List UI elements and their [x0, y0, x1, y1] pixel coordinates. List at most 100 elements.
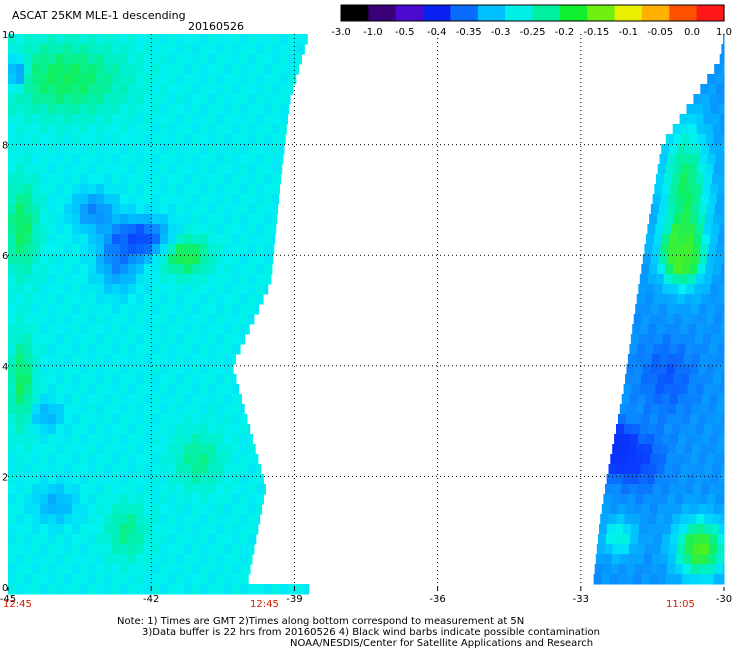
- heat-cell: [703, 114, 713, 125]
- heat-cell: [112, 484, 121, 495]
- heat-cell: [184, 344, 193, 355]
- heat-cell: [176, 434, 185, 445]
- heat-cell: [688, 464, 697, 475]
- heat-cell: [64, 574, 73, 585]
- heat-cell: [692, 244, 701, 255]
- heat-cell: [48, 284, 57, 295]
- heat-cell: [653, 234, 663, 245]
- heat-cell: [616, 514, 625, 525]
- heat-cell: [160, 314, 169, 325]
- heat-cell: [16, 534, 25, 545]
- heat-cell: [112, 224, 121, 235]
- heat-cell: [216, 564, 225, 575]
- heat-cell: [176, 124, 185, 135]
- heat-cell: [272, 204, 279, 215]
- heat-cell: [280, 84, 289, 95]
- heat-cell: [208, 124, 217, 135]
- heat-cell: [168, 364, 177, 375]
- heat-cell: [667, 304, 676, 315]
- heat-cell: [602, 564, 612, 575]
- heat-cell: [48, 494, 57, 505]
- heat-cell: [120, 64, 129, 75]
- heat-cell: [144, 284, 153, 295]
- heat-cell: [24, 54, 33, 65]
- y-tick-label: 6: [2, 251, 8, 262]
- heat-cell: [72, 344, 81, 355]
- heat-cell: [216, 114, 225, 125]
- heat-cell: [88, 294, 97, 305]
- heat-cell: [184, 324, 193, 335]
- heat-cell: [248, 134, 257, 145]
- heat-cell: [184, 124, 193, 135]
- heat-cell: [200, 374, 209, 385]
- heat-cell: [184, 374, 193, 385]
- heat-cell: [8, 184, 17, 195]
- heat-cell: [160, 504, 169, 515]
- heat-cell: [690, 564, 700, 575]
- heat-cell: [208, 174, 217, 185]
- heat-cell: [72, 554, 81, 565]
- heat-cell: [120, 254, 129, 265]
- heat-cell: [56, 414, 65, 425]
- heat-cell: [633, 574, 643, 585]
- heat-cell: [176, 34, 185, 45]
- heat-cell: [697, 374, 706, 385]
- heat-cell: [192, 34, 201, 45]
- heat-cell: [40, 484, 49, 495]
- heat-cell: [667, 404, 677, 415]
- heat-cell: [264, 224, 273, 235]
- heat-cell: [717, 394, 725, 405]
- heat-cell: [208, 284, 217, 295]
- heat-cell: [32, 454, 41, 465]
- heat-cell: [160, 114, 169, 125]
- heat-cell: [72, 444, 81, 455]
- heat-cell: [24, 284, 33, 295]
- heat-cell: [200, 244, 209, 255]
- heat-cell: [699, 304, 708, 315]
- heat-cell: [700, 244, 709, 255]
- heat-cell: [296, 64, 300, 75]
- heat-cell: [224, 294, 233, 305]
- heat-cell: [40, 304, 49, 315]
- heat-cell: [702, 284, 711, 295]
- heat-cell: [723, 354, 725, 365]
- heat-cell: [216, 264, 225, 275]
- heat-cell: [72, 484, 81, 495]
- heat-cell: [216, 204, 225, 215]
- heat-cell: [16, 414, 25, 425]
- heat-cell: [192, 164, 201, 175]
- heat-cell: [712, 514, 721, 525]
- heat-cell: [685, 234, 695, 245]
- heat-cell: [681, 164, 691, 175]
- heat-cell: [695, 114, 705, 125]
- heat-cell: [184, 544, 193, 555]
- heat-cell: [192, 354, 201, 365]
- heat-cell: [208, 164, 217, 175]
- heat-cell: [665, 134, 675, 145]
- colorbar: -3.0 -1.0 -0.5 -0.4 -0.35 -0.3 -0.25 -0.2 -0.15-…: [331, 4, 732, 38]
- heat-cell: [88, 544, 97, 555]
- heat-cell: [128, 494, 137, 505]
- heat-cell: [16, 544, 25, 555]
- heat-cell: [609, 504, 619, 515]
- heat-cell: [40, 374, 49, 385]
- heat-cell: [96, 404, 105, 415]
- heat-cell: [622, 474, 632, 485]
- heat-cell: [264, 484, 266, 495]
- heat-cell: [687, 224, 696, 235]
- heat-cell: [232, 404, 241, 415]
- heat-cell: [64, 314, 73, 325]
- heat-cell: [232, 224, 241, 235]
- heat-cell: [136, 504, 145, 515]
- heat-cell: [128, 164, 137, 175]
- heat-cell: [120, 394, 129, 405]
- heat-cell: [136, 144, 145, 155]
- heat-cell: [144, 64, 153, 75]
- heat-cell: [720, 424, 725, 435]
- heat-cell: [595, 554, 605, 565]
- heat-cell: [689, 134, 699, 145]
- heat-cell: [642, 564, 652, 575]
- heat-cell: [8, 124, 17, 135]
- heat-cell: [72, 424, 81, 435]
